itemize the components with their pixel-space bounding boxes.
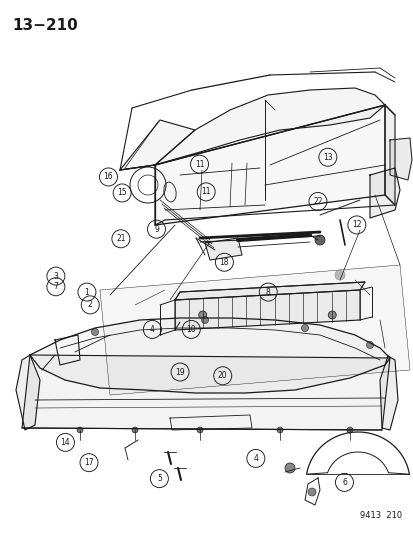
Polygon shape: [379, 356, 397, 430]
Polygon shape: [175, 290, 359, 330]
Text: 9: 9: [154, 225, 159, 233]
Polygon shape: [30, 318, 389, 393]
Text: 3: 3: [53, 272, 58, 280]
Polygon shape: [100, 265, 409, 395]
Text: 15: 15: [117, 189, 127, 197]
Polygon shape: [120, 120, 195, 170]
Text: 8: 8: [265, 288, 270, 296]
Circle shape: [284, 463, 294, 473]
Text: 1: 1: [84, 288, 89, 296]
Text: 13−210: 13−210: [12, 18, 78, 33]
Circle shape: [77, 427, 83, 433]
Text: 6: 6: [341, 478, 346, 487]
Circle shape: [307, 488, 315, 496]
Circle shape: [132, 427, 138, 433]
Text: 13: 13: [322, 153, 332, 161]
Text: 4: 4: [253, 454, 258, 463]
Polygon shape: [204, 238, 242, 260]
Circle shape: [91, 328, 98, 335]
Text: 11: 11: [201, 188, 210, 196]
Circle shape: [201, 317, 208, 324]
Polygon shape: [175, 282, 364, 300]
Polygon shape: [22, 355, 389, 430]
Polygon shape: [154, 88, 384, 165]
Text: 2: 2: [88, 301, 93, 309]
Circle shape: [314, 235, 324, 245]
Text: 18: 18: [219, 258, 228, 266]
Text: 9413  210: 9413 210: [359, 511, 401, 520]
Circle shape: [197, 427, 202, 433]
Polygon shape: [16, 355, 40, 430]
Text: 12: 12: [351, 221, 361, 229]
Polygon shape: [154, 105, 384, 225]
Text: 19: 19: [175, 368, 185, 376]
Polygon shape: [389, 138, 411, 180]
Text: 22: 22: [313, 197, 322, 206]
Text: 5: 5: [157, 474, 161, 483]
Text: 4: 4: [150, 325, 154, 334]
Circle shape: [276, 427, 282, 433]
Circle shape: [198, 311, 206, 319]
Text: 20: 20: [217, 372, 227, 380]
Text: 16: 16: [103, 173, 113, 181]
Text: 14: 14: [60, 438, 70, 447]
Circle shape: [366, 342, 373, 349]
Polygon shape: [369, 168, 399, 218]
Text: 7: 7: [53, 282, 58, 291]
Text: 11: 11: [195, 160, 204, 168]
Circle shape: [346, 427, 352, 433]
Text: 21: 21: [116, 235, 125, 243]
Text: 10: 10: [186, 325, 196, 334]
Circle shape: [301, 325, 308, 332]
Circle shape: [334, 270, 344, 280]
Circle shape: [328, 311, 335, 319]
Polygon shape: [384, 105, 394, 205]
Text: 17: 17: [84, 458, 94, 467]
